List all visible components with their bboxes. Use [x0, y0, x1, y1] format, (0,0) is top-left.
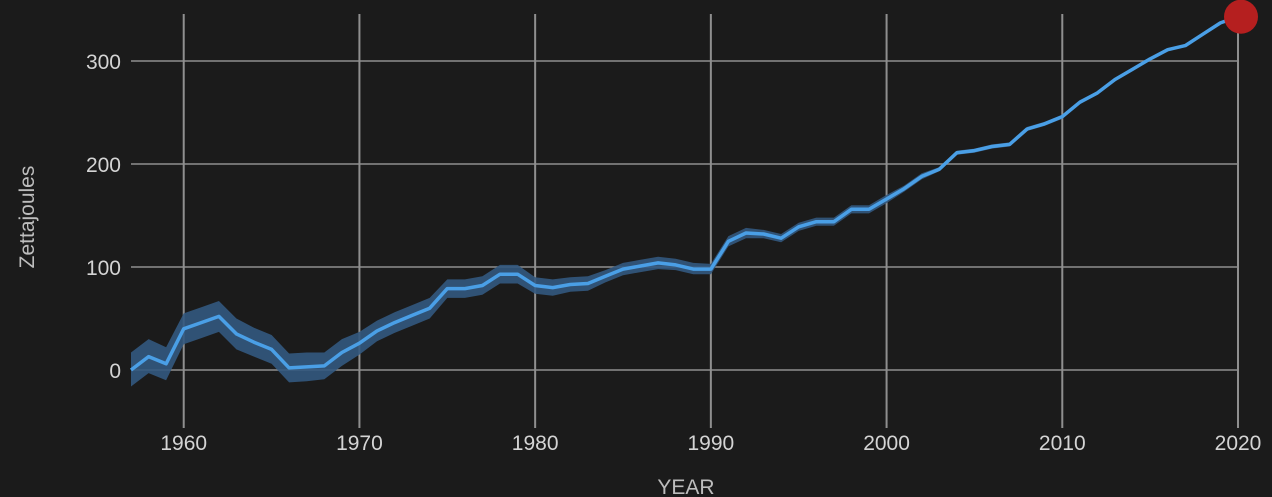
- data-point-2003: [937, 167, 941, 171]
- data-point-1961: [199, 321, 203, 325]
- data-point-1963: [234, 332, 238, 336]
- data-point-1995: [797, 225, 801, 229]
- data-point-2018: [1201, 32, 1205, 36]
- data-point-2006: [990, 145, 994, 149]
- data-line: [129, 15, 1239, 372]
- data-point-1999: [867, 207, 871, 211]
- data-point-1970: [357, 341, 361, 345]
- data-point-2008: [1025, 127, 1029, 131]
- data-point-2017: [1183, 44, 1187, 48]
- data-point-1962: [217, 314, 221, 318]
- x-tick-label-1990: 1990: [687, 432, 734, 455]
- data-point-1986: [639, 264, 643, 268]
- x-tick-labels: 1960 1970 1980 1990 2000 2010 2020: [160, 432, 1261, 455]
- y-axis-title: Zettajoules: [16, 166, 39, 269]
- data-point-1959: [164, 362, 168, 366]
- data-point-1991: [726, 239, 730, 243]
- data-point-2002: [920, 174, 924, 178]
- x-tick-label-1970: 1970: [336, 432, 383, 455]
- data-point-1983: [586, 282, 590, 286]
- data-point-1988: [674, 263, 678, 267]
- data-point-1985: [621, 267, 625, 271]
- data-point-1977: [480, 284, 484, 288]
- data-point-1971: [375, 329, 379, 333]
- data-point-1957: [129, 368, 133, 372]
- data-point-1979: [516, 272, 520, 276]
- data-point-2013: [1113, 78, 1117, 82]
- data-point-1989: [691, 267, 695, 271]
- data-point-1974: [428, 306, 432, 310]
- data-point-1976: [463, 287, 467, 291]
- x-tick-label-1980: 1980: [512, 432, 559, 455]
- data-point-1984: [603, 274, 607, 278]
- data-point-2009: [1043, 122, 1047, 126]
- data-point-1965: [270, 347, 274, 351]
- y-tick-label-0: 0: [109, 360, 121, 383]
- data-point-1981: [551, 286, 555, 290]
- data-point-1987: [656, 261, 660, 265]
- y-tick-label-200: 200: [86, 154, 121, 177]
- data-point-1980: [533, 284, 537, 288]
- data-point-1990: [709, 267, 713, 271]
- data-point-1998: [849, 207, 853, 211]
- data-point-2014: [1131, 67, 1135, 71]
- data-point-2000: [885, 197, 889, 201]
- data-point-1958: [147, 355, 151, 359]
- data-point-1973: [410, 313, 414, 317]
- data-point-1975: [445, 287, 449, 291]
- data-point-1994: [779, 236, 783, 240]
- data-point-1993: [762, 232, 766, 236]
- uncertainty-band: [131, 15, 1238, 387]
- data-point-2005: [972, 149, 976, 153]
- data-point-2010: [1060, 115, 1064, 119]
- data-point-2004: [955, 151, 959, 155]
- data-point-1996: [814, 220, 818, 224]
- latest-value-marker: [1224, 0, 1258, 34]
- x-tick-label-1960: 1960: [160, 432, 207, 455]
- data-point-1978: [498, 272, 502, 276]
- y-tick-label-100: 100: [86, 257, 121, 280]
- x-axis-title: YEAR: [657, 476, 714, 497]
- data-point-1966: [287, 366, 291, 370]
- data-point-1969: [340, 351, 344, 355]
- data-point-2011: [1078, 100, 1082, 104]
- data-point-2019: [1218, 21, 1222, 25]
- data-point-1972: [393, 321, 397, 325]
- data-point-1997: [832, 220, 836, 224]
- data-point-1964: [252, 340, 256, 344]
- x-tick-label-2020: 2020: [1215, 432, 1262, 455]
- y-tick-label-300: 300: [86, 51, 121, 74]
- data-point-1968: [322, 364, 326, 368]
- data-point-2015: [1148, 57, 1152, 61]
- vertical-gridlines: [182, 14, 1239, 428]
- x-tick-label-2000: 2000: [863, 432, 910, 455]
- data-point-2016: [1166, 48, 1170, 52]
- data-point-1982: [568, 283, 572, 287]
- data-point-1960: [182, 327, 186, 331]
- y-tick-labels: 0 100 200 300: [86, 51, 121, 383]
- data-point-2012: [1095, 91, 1099, 95]
- data-point-2001: [902, 187, 906, 191]
- data-point-2007: [1008, 142, 1012, 146]
- data-point-1967: [305, 365, 309, 369]
- data-point-1992: [744, 231, 748, 235]
- x-tick-label-2010: 2010: [1039, 432, 1086, 455]
